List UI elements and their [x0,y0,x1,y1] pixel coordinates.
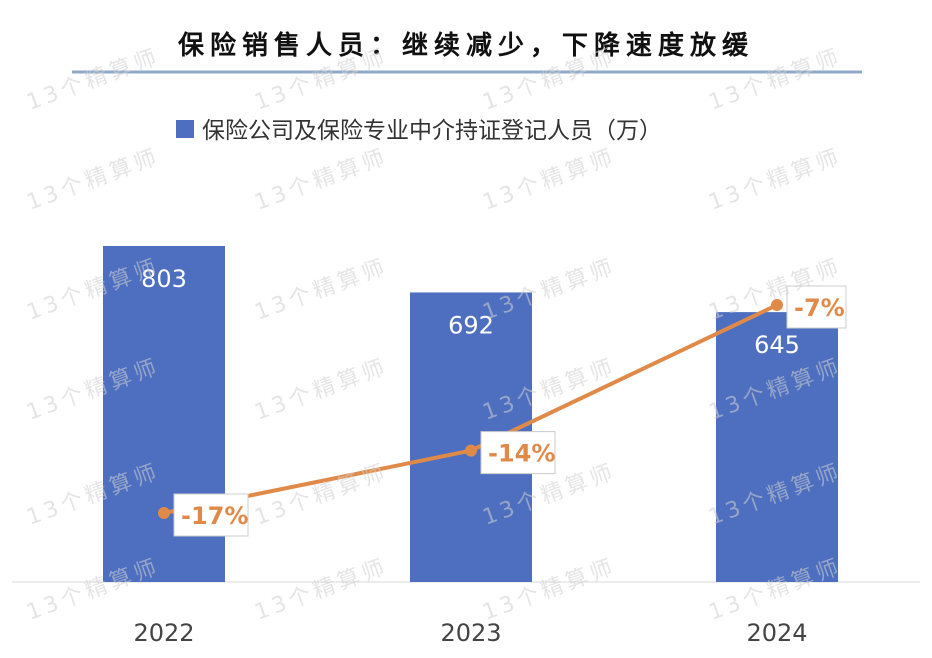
chart-title: 保险销售人员：继续减少，下降速度放缓 [177,30,754,61]
x-tick-labels-group: 2022 2023 2024 [133,619,807,647]
watermark-text: 13个精算师 [706,144,846,215]
x-tick-2022: 2022 [133,619,194,647]
watermark-text: 13个精算师 [24,44,164,115]
watermark-text: 13个精算师 [252,354,392,425]
bar-labels-group: 803 692 645 [141,265,800,359]
bar-value-label-2023: 692 [448,311,494,339]
bar-2024 [716,312,838,582]
watermark-text: 13个精算师 [252,554,392,625]
trend-label-box-2022 [173,493,249,537]
trend-line-group: -17% -14% -7% [158,285,847,537]
legend-label: 保险公司及保险专业中介持证登记人员（万） [202,118,662,144]
trend-label-box-2024 [786,285,847,329]
watermark-text: 13个精算师 [252,254,392,325]
trend-label-2022: -17% [181,502,248,530]
trend-point-2023 [465,444,477,457]
trend-point-2022 [158,507,170,519]
x-tick-2024: 2024 [746,619,807,647]
bar-value-label-2024: 645 [754,331,800,359]
bar-value-label-2022: 803 [141,265,187,293]
legend-swatch [176,120,194,138]
watermark-text: 13个精算师 [480,254,620,325]
trend-point-2024 [771,299,783,311]
watermark-text: 13个精算师 [252,459,392,530]
x-tick-2023: 2023 [440,619,501,647]
watermark-text: 13个精算师 [252,144,392,215]
trend-label-2023: -14% [488,440,555,468]
bars-group [103,246,838,582]
watermark-text: 13个精算师 [24,144,164,215]
trend-label-box-2023 [480,431,556,475]
trend-label-2024: -7% [794,294,845,322]
watermark-text: 13个精算师 [480,144,620,215]
watermark-text: 13个精算师 [24,554,164,625]
